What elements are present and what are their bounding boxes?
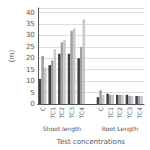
- svg-text:25: 25: [26, 43, 35, 51]
- svg-text:Test concentrations: Test concentrations: [56, 138, 125, 146]
- svg-text:TC2: TC2: [116, 107, 123, 120]
- svg-text:TC2: TC2: [58, 107, 65, 120]
- svg-text:TC1: TC1: [49, 107, 56, 120]
- svg-text:TC1: TC1: [107, 107, 114, 120]
- svg-text:40: 40: [26, 9, 35, 17]
- svg-text:10: 10: [26, 77, 35, 85]
- svg-text:TC4: TC4: [78, 107, 85, 120]
- svg-text:35: 35: [26, 20, 35, 28]
- svg-text:TC3: TC3: [126, 107, 133, 120]
- svg-text:20: 20: [26, 54, 35, 62]
- svg-text:30: 30: [26, 31, 35, 39]
- svg-text:(m): (m): [8, 50, 16, 63]
- svg-text:15: 15: [26, 66, 35, 74]
- svg-text:0: 0: [30, 100, 34, 108]
- svg-text:5: 5: [30, 89, 34, 97]
- svg-text:TC4: TC4: [136, 107, 143, 120]
- svg-text:TC3: TC3: [68, 107, 75, 120]
- svg-text:C: C: [39, 107, 46, 111]
- svg-text:C: C: [97, 107, 104, 111]
- svg-text:Shoot length: Shoot length: [43, 125, 82, 133]
- svg-text:Root Length: Root Length: [102, 125, 138, 133]
